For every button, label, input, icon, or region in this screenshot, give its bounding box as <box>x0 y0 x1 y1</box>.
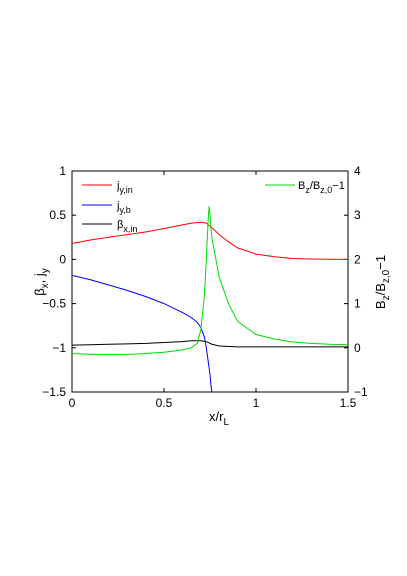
series-line-2 <box>72 340 348 348</box>
x-axis-label: x/rL <box>209 409 229 428</box>
legend-label-j-y-in: jy,in <box>116 180 133 195</box>
series-lines <box>72 206 348 392</box>
series-line-1 <box>72 274 213 392</box>
y-tick-label-right: −1 <box>354 385 368 399</box>
y-axis-label-left: βx, jy <box>32 268 51 296</box>
tick-labels: 0 0.5 1 1.5 −1.5 −1 −0.5 0 0.5 1 −1 0 1 2 3 4 <box>42 164 368 410</box>
x-tick-label: 0 <box>69 396 76 410</box>
series-line-0 <box>72 221 348 260</box>
y-tick-label-right: 3 <box>354 208 361 222</box>
x-tick-label: 0.5 <box>156 396 173 410</box>
series-line-3 <box>72 206 348 355</box>
y-tick-label-right: 1 <box>354 297 361 311</box>
x-tick-label: 1.5 <box>340 396 357 410</box>
plot-area <box>71 170 349 393</box>
y-axis-label-right: Bz/Bz,0−1 <box>373 255 392 309</box>
legend-right: Bz/Bz,0−1 <box>265 180 345 195</box>
legend-left: jy,in jy,b βx,in <box>82 180 137 234</box>
y-tick-label-left: 0.5 <box>49 208 66 222</box>
legend-label-j-y-b: jy,b <box>116 200 131 215</box>
y-tick-label-left: −0.5 <box>42 297 66 311</box>
y-tick-label-left: −1 <box>52 341 66 355</box>
y-tick-label-right: 0 <box>354 341 361 355</box>
legend-label-bz: Bz/Bz,0−1 <box>298 180 345 195</box>
legend-label-beta-x-in: βx,in <box>117 219 137 234</box>
x-tick-label: 1 <box>253 396 260 410</box>
y-tick-label-right: 4 <box>354 164 361 178</box>
y-tick-label-left: −1.5 <box>42 385 66 399</box>
y-tick-label-left: 1 <box>59 164 66 178</box>
y-tick-label-left: 0 <box>59 252 66 266</box>
y-tick-label-right: 2 <box>354 252 361 266</box>
